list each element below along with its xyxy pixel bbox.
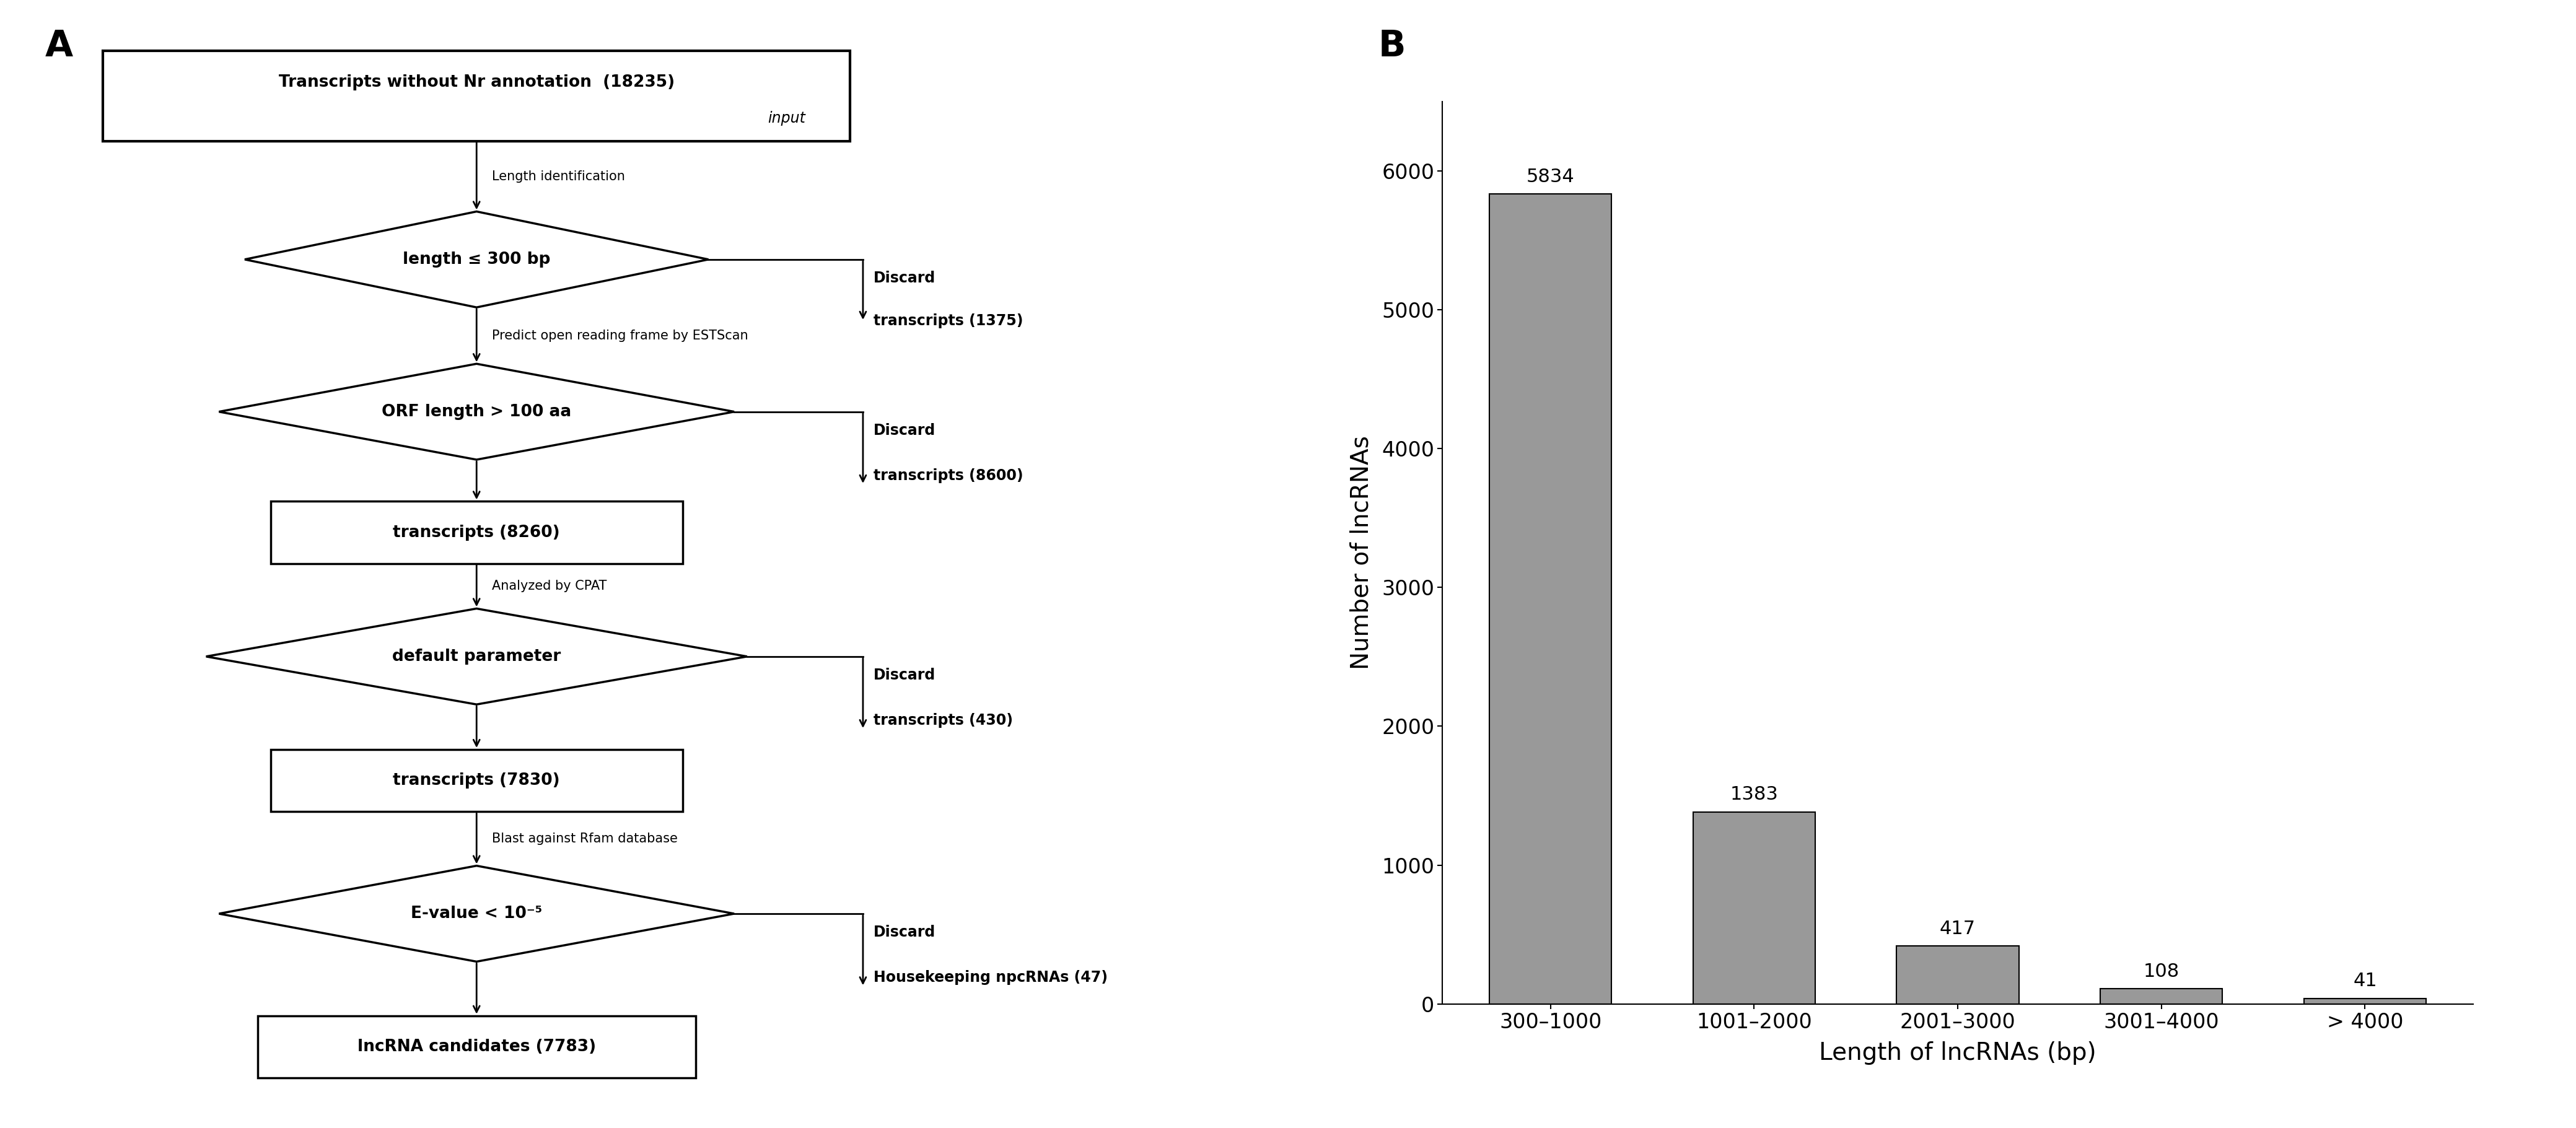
- Text: Blast against Rfam database: Blast against Rfam database: [492, 832, 677, 845]
- FancyBboxPatch shape: [270, 749, 683, 812]
- Text: transcripts (430): transcripts (430): [873, 713, 1012, 728]
- Text: Discard: Discard: [873, 668, 935, 682]
- Bar: [2303, 998, 2427, 1004]
- FancyBboxPatch shape: [270, 501, 683, 563]
- Polygon shape: [219, 866, 734, 961]
- Text: transcripts (8260): transcripts (8260): [394, 525, 559, 540]
- Polygon shape: [245, 211, 708, 307]
- Bar: [1692, 812, 1816, 1004]
- Text: transcripts (8600): transcripts (8600): [873, 468, 1023, 483]
- Bar: [2099, 989, 2223, 1004]
- Polygon shape: [219, 363, 734, 460]
- Text: Discard: Discard: [873, 271, 935, 285]
- Polygon shape: [206, 609, 747, 704]
- Text: input: input: [768, 111, 806, 126]
- X-axis label: Length of lncRNAs (bp): Length of lncRNAs (bp): [1819, 1041, 2097, 1065]
- Text: 108: 108: [2143, 962, 2179, 980]
- Y-axis label: Number of lncRNAs: Number of lncRNAs: [1350, 435, 1373, 670]
- Text: transcripts (7830): transcripts (7830): [394, 773, 559, 788]
- Text: Discard: Discard: [873, 423, 935, 438]
- Text: 41: 41: [2352, 972, 2378, 990]
- FancyBboxPatch shape: [258, 1015, 696, 1078]
- Text: transcripts (1375): transcripts (1375): [873, 314, 1023, 328]
- Text: ORF length > 100 aa: ORF length > 100 aa: [381, 404, 572, 420]
- Bar: [1896, 946, 2020, 1004]
- Text: Length identification: Length identification: [492, 170, 626, 183]
- Text: Transcripts without Nr annotation  (18235): Transcripts without Nr annotation (18235…: [278, 74, 675, 90]
- Text: Predict open reading frame by ESTScan: Predict open reading frame by ESTScan: [492, 329, 747, 342]
- Text: default parameter: default parameter: [392, 649, 562, 664]
- Text: A: A: [46, 28, 72, 63]
- Text: 417: 417: [1940, 919, 1976, 937]
- Bar: [1489, 194, 1613, 1004]
- Text: B: B: [1378, 28, 1406, 63]
- Text: 5834: 5834: [1528, 168, 1574, 186]
- Text: Housekeeping npcRNAs (47): Housekeeping npcRNAs (47): [873, 970, 1108, 985]
- Text: length ≤ 300 bp: length ≤ 300 bp: [402, 252, 551, 267]
- Text: Discard: Discard: [873, 925, 935, 940]
- Text: E-value < 10⁻⁵: E-value < 10⁻⁵: [410, 906, 544, 922]
- Text: 1383: 1383: [1731, 785, 1777, 803]
- Text: lncRNA candidates (7783): lncRNA candidates (7783): [358, 1039, 595, 1055]
- Text: Analyzed by CPAT: Analyzed by CPAT: [492, 580, 608, 592]
- FancyBboxPatch shape: [103, 51, 850, 141]
